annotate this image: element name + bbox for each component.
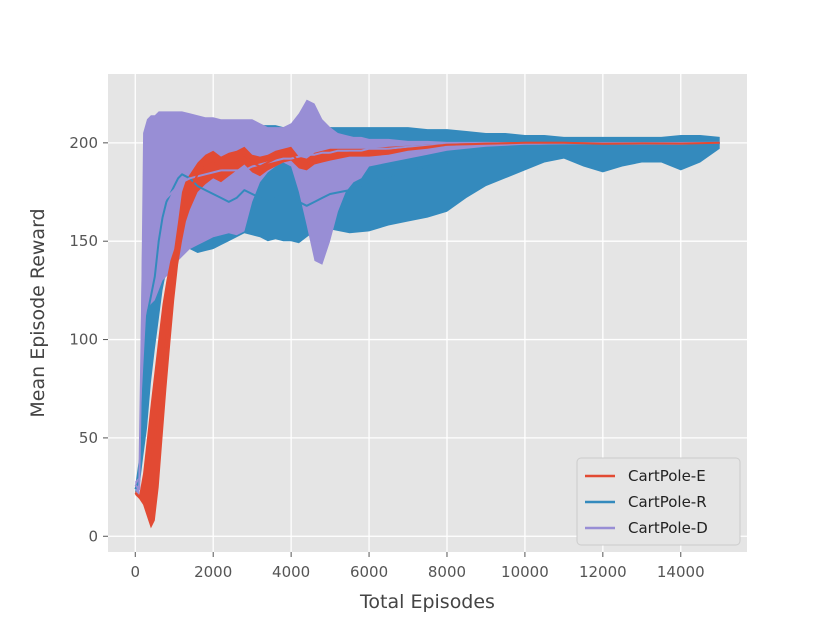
- x-tick-label: 6000: [350, 563, 388, 581]
- axis-ticks: 0 2000 4000 6000 8000 10000 12000 14000 0 50 100 15…: [69, 134, 704, 581]
- y-tick-label: 200: [69, 134, 98, 152]
- x-tick-label: 2000: [194, 563, 232, 581]
- x-tick-label: 10000: [501, 563, 549, 581]
- legend: CartPole-E CartPole-R CartPole-D: [576, 457, 741, 546]
- y-tick-label: 100: [69, 331, 98, 349]
- line-cartpole-e: [134, 141, 720, 498]
- series-lines: [134, 141, 720, 498]
- band-cartpole-r: [135, 125, 720, 493]
- y-tick-label: 50: [79, 429, 98, 447]
- x-tick-label: 12000: [579, 563, 627, 581]
- x-tick-label: 14000: [657, 563, 705, 581]
- x-tick-label: 4000: [272, 563, 310, 581]
- y-tick-label: 0: [88, 527, 98, 545]
- x-tick-label: 8000: [428, 563, 466, 581]
- legend-label: CartPole-D: [628, 519, 708, 537]
- y-axis-title: Mean Episode Reward: [27, 208, 49, 417]
- legend-box: [576, 457, 741, 546]
- band-cartpole-d: [135, 99, 720, 497]
- legend-label: CartPole-E: [628, 467, 706, 485]
- x-axis-title: Total Episodes: [359, 591, 495, 613]
- y-tick-label: 150: [69, 232, 98, 250]
- line-cartpole-r: [134, 142, 720, 490]
- legend-label: CartPole-R: [628, 493, 707, 511]
- x-tick-label: 0: [131, 563, 141, 581]
